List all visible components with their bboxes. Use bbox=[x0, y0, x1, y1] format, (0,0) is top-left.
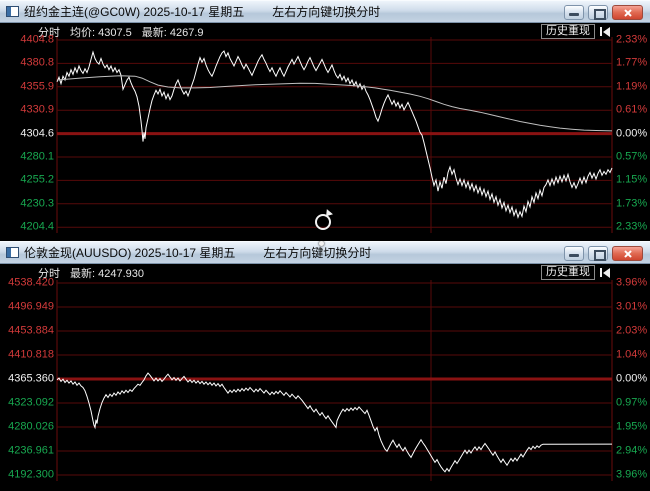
price-axis-label: 4230.3 bbox=[20, 197, 54, 210]
skip-to-start-icon[interactable] bbox=[600, 267, 610, 278]
chart1-last-price: 最新: 4267.9 bbox=[141, 26, 204, 39]
percent-axis-label: 3.96% bbox=[616, 276, 648, 289]
price-axis-label: 4204.4 bbox=[20, 220, 54, 233]
price-line bbox=[56, 372, 613, 473]
price-axis-label: 4496.949 bbox=[8, 300, 54, 313]
percent-axis-label: 2.03% bbox=[616, 324, 648, 337]
chart1-avg-price: 均价: 4307.5 bbox=[70, 26, 132, 39]
minimize-button[interactable] bbox=[564, 246, 584, 261]
maximize-button[interactable] bbox=[588, 5, 608, 20]
price-axis-label: 4365.360 bbox=[8, 372, 54, 385]
percent-axis-label: 1.77% bbox=[616, 56, 648, 69]
maximize-button[interactable] bbox=[588, 246, 608, 261]
price-axis-label: 4192.300 bbox=[8, 468, 54, 481]
minimize-icon bbox=[569, 254, 579, 257]
maximize-icon bbox=[594, 250, 606, 261]
scroll-origin-dot-icon bbox=[319, 241, 324, 246]
minimize-icon bbox=[569, 13, 579, 16]
window2-title-hint: 左右方向键切换分时 bbox=[263, 246, 372, 260]
price-axis-label: 4280.1 bbox=[20, 150, 54, 163]
app-icon bbox=[6, 247, 19, 258]
percent-axis-label: 0.61% bbox=[616, 103, 648, 116]
window2-title: 伦敦金现(AUUSDO) 2025-10-17 星期五 bbox=[24, 246, 236, 260]
price-axis-label: 4236.961 bbox=[8, 444, 54, 457]
chart2-last-price: 最新: 4247.930 bbox=[70, 267, 144, 280]
chart1-header: 分时 均价: 4307.5 最新: 4267.9 历史重现 bbox=[0, 24, 650, 39]
price-axis-label: 4330.9 bbox=[20, 103, 54, 116]
price-axis-label: 4355.9 bbox=[20, 80, 54, 93]
percent-axis-label: 3.96% bbox=[616, 468, 648, 481]
percent-axis-label: 0.97% bbox=[616, 396, 648, 409]
window1-titlebar[interactable]: 纽约金主连(@GC0W) 2025-10-17 星期五 左右方向键切换分时 bbox=[0, 0, 650, 23]
scroll-wheel-cursor-icon bbox=[314, 209, 333, 230]
price-axis-label: 4404.8 bbox=[20, 33, 54, 46]
close-button[interactable] bbox=[612, 246, 643, 261]
app-icon bbox=[6, 6, 19, 17]
percent-axis-label: 1.19% bbox=[616, 80, 648, 93]
price-line bbox=[56, 50, 613, 219]
window1-title: 纽约金主连(@GC0W) 2025-10-17 星期五 bbox=[24, 5, 245, 19]
percent-axis-label: 3.01% bbox=[616, 300, 648, 313]
price-axis-label: 4304.6 bbox=[20, 127, 54, 140]
minimize-button[interactable] bbox=[564, 5, 584, 20]
percent-axis-label: 1.15% bbox=[616, 173, 648, 186]
close-button[interactable] bbox=[612, 5, 643, 20]
percent-axis-label: 0.57% bbox=[616, 150, 648, 163]
chart2-header: 分时 最新: 4247.930 历史重现 bbox=[0, 265, 650, 280]
price-axis-label: 4538.420 bbox=[8, 276, 54, 289]
chart2-mode-label[interactable]: 分时 bbox=[38, 267, 60, 280]
price-axis-label: 4323.092 bbox=[8, 396, 54, 409]
price-axis-label: 4410.818 bbox=[8, 348, 54, 361]
percent-axis-label: 1.95% bbox=[616, 420, 648, 433]
percent-axis-label: 1.04% bbox=[616, 348, 648, 361]
percent-axis-label: 0.00% bbox=[616, 127, 648, 140]
price-axis-label: 4255.2 bbox=[20, 173, 54, 186]
price-axis-label: 4380.8 bbox=[20, 56, 54, 69]
average-price-line bbox=[56, 75, 613, 132]
price-axis-label: 4280.026 bbox=[8, 420, 54, 433]
history-replay-button[interactable]: 历史重现 bbox=[541, 265, 595, 280]
skip-to-start-icon[interactable] bbox=[600, 26, 610, 37]
chart1-mode-label[interactable]: 分时 bbox=[38, 26, 60, 39]
percent-axis-label: 2.33% bbox=[616, 220, 648, 233]
price-axis-label: 4453.884 bbox=[8, 324, 54, 337]
percent-axis-label: 2.94% bbox=[616, 444, 648, 457]
maximize-icon bbox=[594, 9, 606, 20]
percent-axis-label: 2.33% bbox=[616, 33, 648, 46]
window1-title-hint: 左右方向键切换分时 bbox=[272, 5, 381, 19]
history-replay-button[interactable]: 历史重现 bbox=[541, 24, 595, 39]
percent-axis-label: 0.00% bbox=[616, 372, 648, 385]
percent-axis-label: 1.73% bbox=[616, 197, 648, 210]
window2-titlebar[interactable]: 伦敦金现(AUUSDO) 2025-10-17 星期五 左右方向键切换分时 bbox=[0, 241, 650, 264]
